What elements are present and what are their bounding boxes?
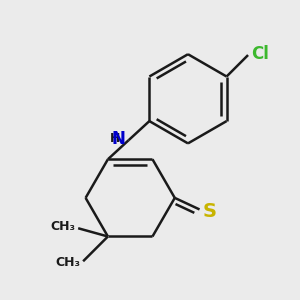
Text: CH₃: CH₃ [56,256,80,269]
Text: Cl: Cl [251,45,268,63]
Text: H: H [110,132,120,145]
Text: S: S [203,202,217,220]
Text: N: N [112,130,125,148]
Text: CH₃: CH₃ [50,220,76,233]
